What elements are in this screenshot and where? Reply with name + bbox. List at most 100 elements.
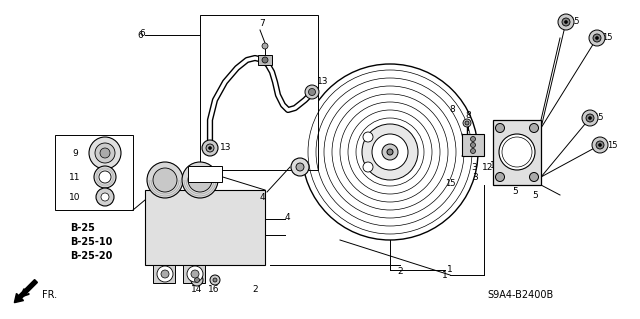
Text: B-25-10: B-25-10: [70, 237, 113, 247]
Circle shape: [495, 173, 504, 182]
Text: 9: 9: [72, 149, 78, 158]
Circle shape: [598, 144, 602, 146]
Circle shape: [495, 123, 504, 132]
Circle shape: [362, 124, 418, 180]
Text: 1: 1: [442, 271, 448, 279]
Text: 10: 10: [69, 192, 81, 202]
Circle shape: [305, 85, 319, 99]
Text: 15: 15: [602, 33, 612, 42]
Circle shape: [562, 18, 570, 26]
Text: 16: 16: [208, 286, 220, 294]
Circle shape: [89, 137, 121, 169]
FancyArrow shape: [14, 279, 37, 303]
Circle shape: [195, 278, 200, 283]
Text: 15: 15: [607, 140, 617, 150]
Bar: [188, 166, 222, 182]
Circle shape: [363, 132, 373, 142]
Bar: [55, 135, 133, 210]
Text: 15: 15: [445, 179, 455, 188]
Text: 3: 3: [471, 164, 477, 173]
Text: 14: 14: [191, 286, 203, 294]
Text: 13: 13: [317, 78, 329, 86]
Circle shape: [95, 143, 115, 163]
Text: 5: 5: [512, 188, 518, 197]
Circle shape: [262, 43, 268, 49]
Circle shape: [296, 163, 304, 171]
Circle shape: [206, 144, 214, 152]
Circle shape: [153, 168, 177, 192]
Circle shape: [529, 123, 538, 132]
Text: 15: 15: [593, 114, 604, 122]
Text: 2: 2: [252, 286, 258, 294]
Circle shape: [499, 134, 535, 170]
Text: 6: 6: [137, 31, 143, 40]
Text: 5: 5: [532, 190, 538, 199]
Circle shape: [147, 162, 183, 198]
Circle shape: [188, 168, 212, 192]
Text: B-25: B-25: [70, 223, 95, 233]
Text: 1: 1: [447, 265, 453, 275]
Circle shape: [470, 137, 476, 142]
Bar: [183, 265, 205, 283]
Circle shape: [209, 146, 211, 150]
Circle shape: [589, 116, 591, 120]
Text: 2: 2: [397, 268, 403, 277]
Text: 12: 12: [490, 160, 502, 169]
Circle shape: [94, 166, 116, 188]
Circle shape: [596, 141, 604, 149]
Circle shape: [100, 148, 110, 158]
Circle shape: [302, 64, 478, 240]
Text: 13: 13: [220, 144, 232, 152]
Circle shape: [157, 266, 173, 282]
Circle shape: [210, 275, 220, 285]
Circle shape: [558, 14, 574, 30]
Text: E-2: E-2: [196, 169, 214, 179]
Circle shape: [96, 188, 114, 206]
Text: 6: 6: [139, 28, 145, 38]
Bar: [153, 265, 175, 283]
Circle shape: [502, 137, 532, 167]
Circle shape: [593, 34, 601, 42]
Bar: [145, 190, 265, 265]
Text: 15: 15: [569, 18, 579, 26]
Text: 8: 8: [449, 106, 455, 115]
Circle shape: [470, 143, 476, 147]
Text: FR.: FR.: [42, 290, 58, 300]
Text: 8: 8: [465, 110, 471, 120]
Text: S9A4-B2400B: S9A4-B2400B: [487, 290, 553, 300]
Circle shape: [291, 158, 309, 176]
Text: 4: 4: [259, 192, 265, 202]
Circle shape: [191, 274, 203, 286]
Circle shape: [382, 144, 398, 160]
Circle shape: [589, 30, 605, 46]
Circle shape: [161, 270, 169, 278]
Text: B-25-20: B-25-20: [70, 251, 113, 261]
Text: 3: 3: [472, 173, 478, 182]
Bar: [493, 120, 541, 185]
Bar: [200, 15, 318, 170]
Circle shape: [182, 162, 218, 198]
Circle shape: [363, 162, 373, 172]
Circle shape: [372, 134, 408, 170]
Circle shape: [387, 149, 393, 155]
Bar: [258, 55, 272, 65]
Circle shape: [187, 266, 203, 282]
Circle shape: [99, 171, 111, 183]
Circle shape: [465, 121, 469, 125]
Text: 4: 4: [284, 213, 290, 222]
Circle shape: [529, 173, 538, 182]
Text: 11: 11: [69, 173, 81, 182]
Circle shape: [262, 57, 268, 63]
Circle shape: [582, 110, 598, 126]
Circle shape: [308, 88, 316, 95]
Text: 12: 12: [483, 164, 493, 173]
Text: 7: 7: [259, 19, 265, 27]
Circle shape: [191, 270, 199, 278]
Circle shape: [564, 20, 568, 24]
Circle shape: [213, 278, 217, 282]
Circle shape: [595, 36, 598, 40]
Circle shape: [586, 114, 594, 122]
Circle shape: [101, 193, 109, 201]
Circle shape: [463, 119, 471, 127]
Circle shape: [470, 149, 476, 153]
